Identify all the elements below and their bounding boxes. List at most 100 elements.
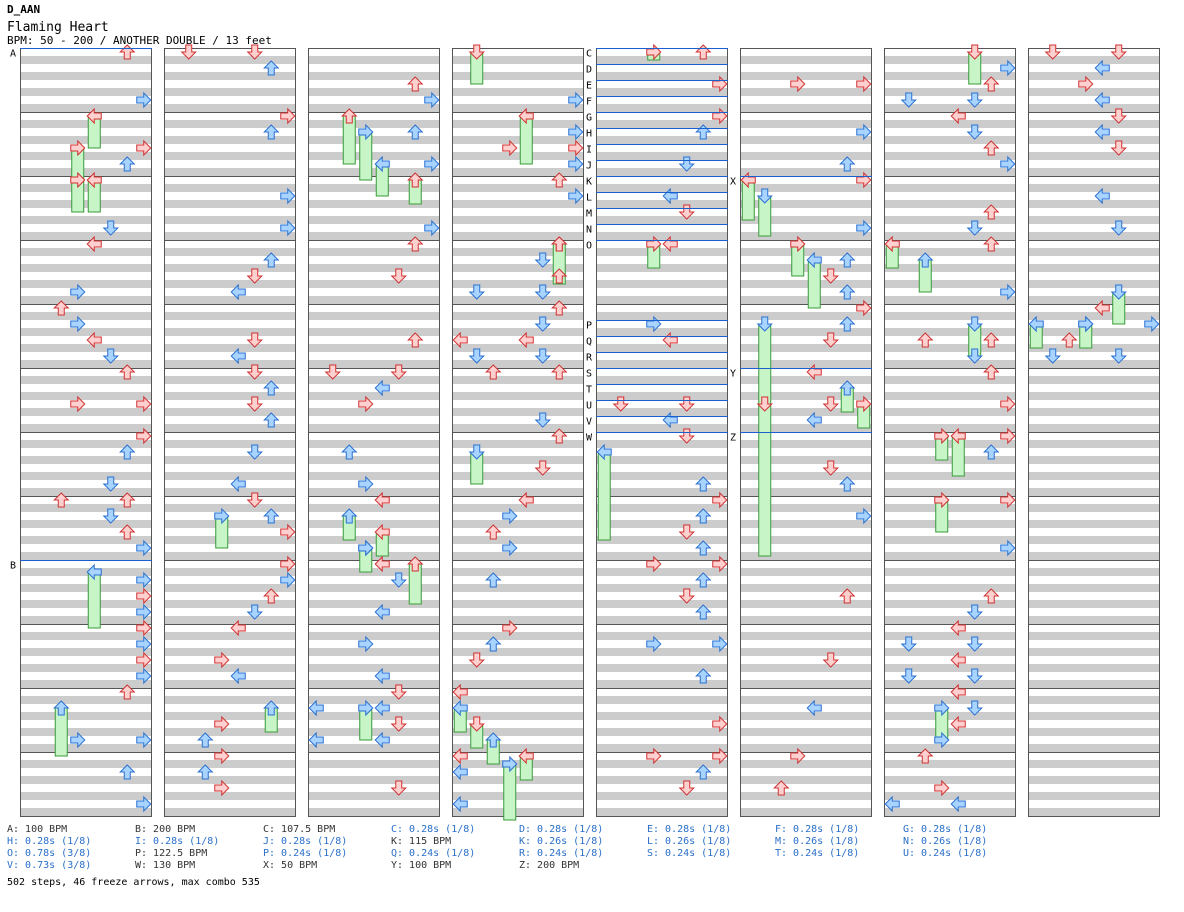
step-arrow [119,684,136,700]
step-arrow [695,540,712,556]
beat-stripe [164,680,296,688]
beat-stripe [308,168,440,176]
beat-stripe [740,328,872,336]
beat-stripe [740,296,872,304]
beat-stripe [20,344,152,352]
chart-column-border [164,48,296,817]
beat-stripe [164,600,296,608]
beat-stripe [452,488,584,496]
step-arrow [246,44,263,60]
beat-stripe [1028,712,1160,720]
chart-info: BPM: 50 - 200 / ANOTHER DOUBLE / 13 feet [7,34,272,47]
step-arrow [1094,123,1110,141]
beat-stripe [884,728,1016,736]
beat-stripe [740,616,872,624]
beat-stripe [308,680,440,688]
speed-marker-label: C [586,49,592,60]
beat-stripe [884,440,1016,448]
step-arrow [452,331,468,349]
beat-stripe [308,152,440,160]
beat-stripe [884,536,1016,544]
step-arrow [358,395,374,413]
step-arrow [1000,427,1016,445]
beat-stripe [884,792,1016,800]
step-arrow [678,428,695,444]
beat-stripe [1028,136,1160,144]
beat-stripe [20,584,152,592]
freeze-head [966,316,983,332]
beat-stripe [740,152,872,160]
beat-stripe [308,552,440,560]
beat-stripe [20,792,152,800]
legend-entry: K: 0.26s (1/8) [519,836,604,847]
step-arrow [197,732,214,748]
beat-stripe [740,664,872,672]
step-arrow [374,491,390,509]
step-arrow [1000,155,1016,173]
beat-stripe [740,72,872,80]
speed-marker-label: Z [730,433,736,444]
step-arrow [485,636,502,652]
beat-stripe [596,520,728,528]
beat-stripe [596,88,728,96]
step-arrow [1094,59,1110,77]
beat-stripe [20,360,152,368]
freeze-head [452,699,468,717]
beat-stripe [596,664,728,672]
step-arrow [136,635,152,653]
step-arrow [950,651,966,669]
speed-marker-label: J [586,161,592,172]
step-arrow [534,284,551,300]
beat-stripe [740,712,872,720]
step-arrow [1110,220,1127,236]
beat-stripe [596,744,728,752]
beat-stripe [308,120,440,128]
beat-stripe [596,376,728,384]
beat-stripe [20,56,152,64]
step-arrow [678,204,695,220]
step-arrow [407,124,424,140]
freeze-body [503,763,517,821]
beat-stripe [308,376,440,384]
step-arrow [358,635,374,653]
step-arrow [917,748,934,764]
beat-stripe [20,680,152,688]
step-arrow [534,316,551,332]
beat-stripe [164,440,296,448]
beat-stripe [740,744,872,752]
freeze-head [468,716,485,732]
freeze-head [53,700,70,716]
beat-stripe [452,216,584,224]
beat-stripe [452,792,584,800]
step-arrow [452,683,468,701]
step-arrow [884,795,900,813]
freeze-head [86,171,102,189]
step-arrow [280,219,296,237]
step-arrow [246,492,263,508]
step-arrow [263,588,280,604]
beat-stripe [308,312,440,320]
step-arrow [934,731,950,749]
beat-stripe [308,136,440,144]
beat-stripe [596,760,728,768]
step-arrow [1000,491,1016,509]
beat-stripe [308,568,440,576]
beat-stripe [164,184,296,192]
beat-stripe [740,104,872,112]
beat-stripe [1028,200,1160,208]
beat-stripe [20,776,152,784]
step-arrow [917,332,934,348]
beat-stripe [884,552,1016,560]
beat-stripe [740,392,872,400]
beat-stripe [164,696,296,704]
beat-stripe [740,584,872,592]
beat-stripe [1028,472,1160,480]
beat-stripe [596,504,728,512]
beat-stripe [452,360,584,368]
beat-stripe [308,344,440,352]
beat-stripe [1028,328,1160,336]
beat-stripe [308,296,440,304]
step-arrow [966,92,983,108]
beat-stripe [452,760,584,768]
beat-stripe [20,200,152,208]
